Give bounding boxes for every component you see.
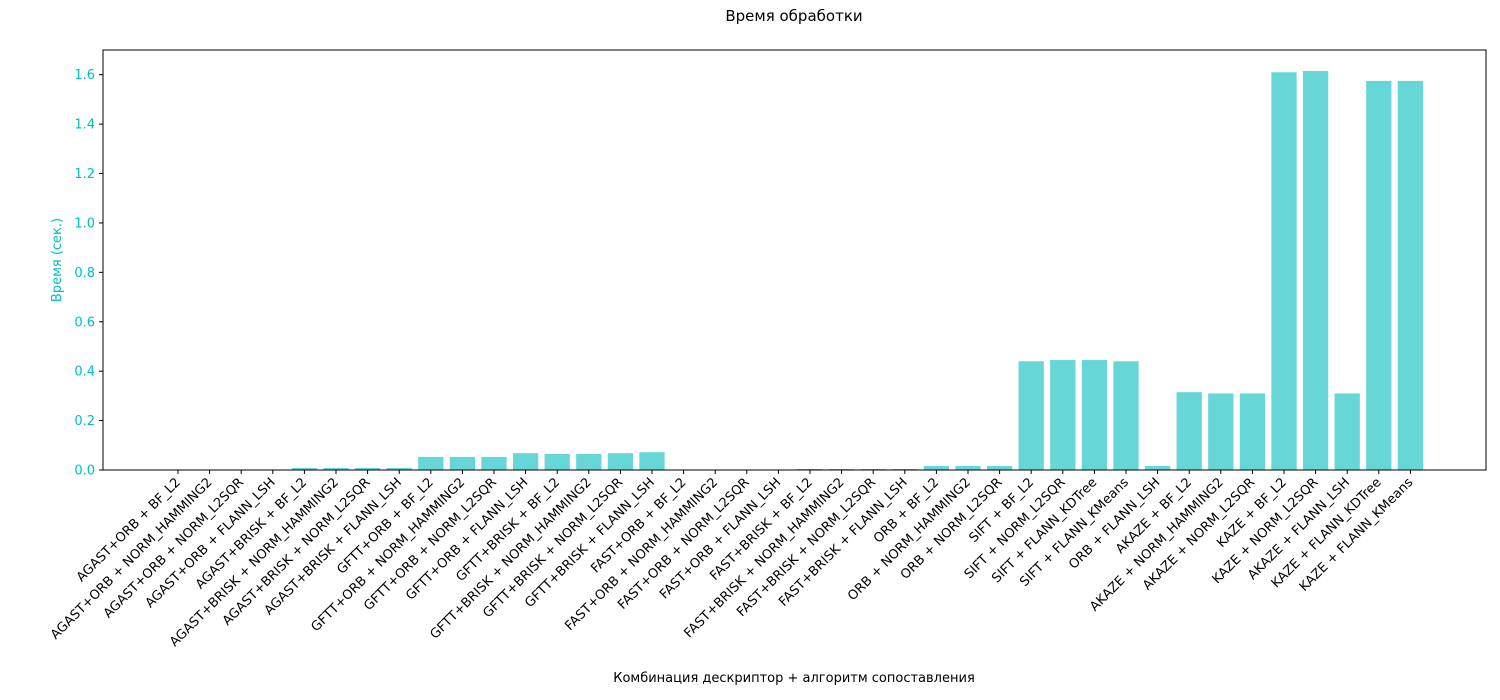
bar-11 <box>512 453 539 470</box>
bar-24 <box>923 466 950 470</box>
bar-36 <box>1302 71 1329 470</box>
bar-30 <box>1113 361 1139 470</box>
bar-28 <box>1050 360 1076 470</box>
y-axis: 0.0 0.2 0.4 0.6 0.8 1.0 1.2 1.4 1.6 <box>74 68 103 479</box>
bar-33 <box>1208 393 1234 470</box>
bar-4 <box>291 468 318 470</box>
bar-14 <box>607 453 634 470</box>
bar-32 <box>1176 392 1202 470</box>
y-tick-label-8: 1.6 <box>74 68 95 83</box>
plot-frame <box>102 49 1487 471</box>
bar-27 <box>1018 361 1044 470</box>
bar-15 <box>639 452 665 470</box>
bar-37 <box>1334 393 1360 470</box>
y-tick-label-5: 1.0 <box>74 216 95 231</box>
bar-26 <box>986 466 1013 470</box>
y-tick-label-1: 0.2 <box>74 414 95 429</box>
chart-title: Время обработки <box>725 7 862 25</box>
bar-38 <box>1366 80 1392 470</box>
bar-7 <box>386 468 412 470</box>
y-tick-label-0: 0.0 <box>74 464 95 479</box>
y-tick-label-6: 1.2 <box>74 167 95 182</box>
bar-29 <box>1081 360 1108 470</box>
y-tick-label-2: 0.4 <box>74 365 95 380</box>
bar-25 <box>955 466 981 470</box>
bars-group <box>165 71 1424 471</box>
y-tick-label-7: 1.4 <box>74 118 95 133</box>
bar-35 <box>1271 72 1297 471</box>
y-tick-label-4: 0.8 <box>74 266 95 281</box>
y-tick-label-3: 0.6 <box>74 315 95 330</box>
bar-34 <box>1239 393 1266 470</box>
bar-5 <box>323 468 349 470</box>
bar-13 <box>576 453 602 470</box>
x-axis-label: Комбинация дескриптор + алгоритм сопоста… <box>613 671 975 686</box>
bar-9 <box>449 456 476 470</box>
bar-8 <box>418 456 444 470</box>
bar-10 <box>481 456 507 470</box>
bar-39 <box>1397 80 1424 470</box>
y-axis-label: Время (сек.) <box>50 218 65 302</box>
bar-31 <box>1144 466 1171 470</box>
bar-6 <box>354 468 381 470</box>
bar-12 <box>544 453 570 470</box>
